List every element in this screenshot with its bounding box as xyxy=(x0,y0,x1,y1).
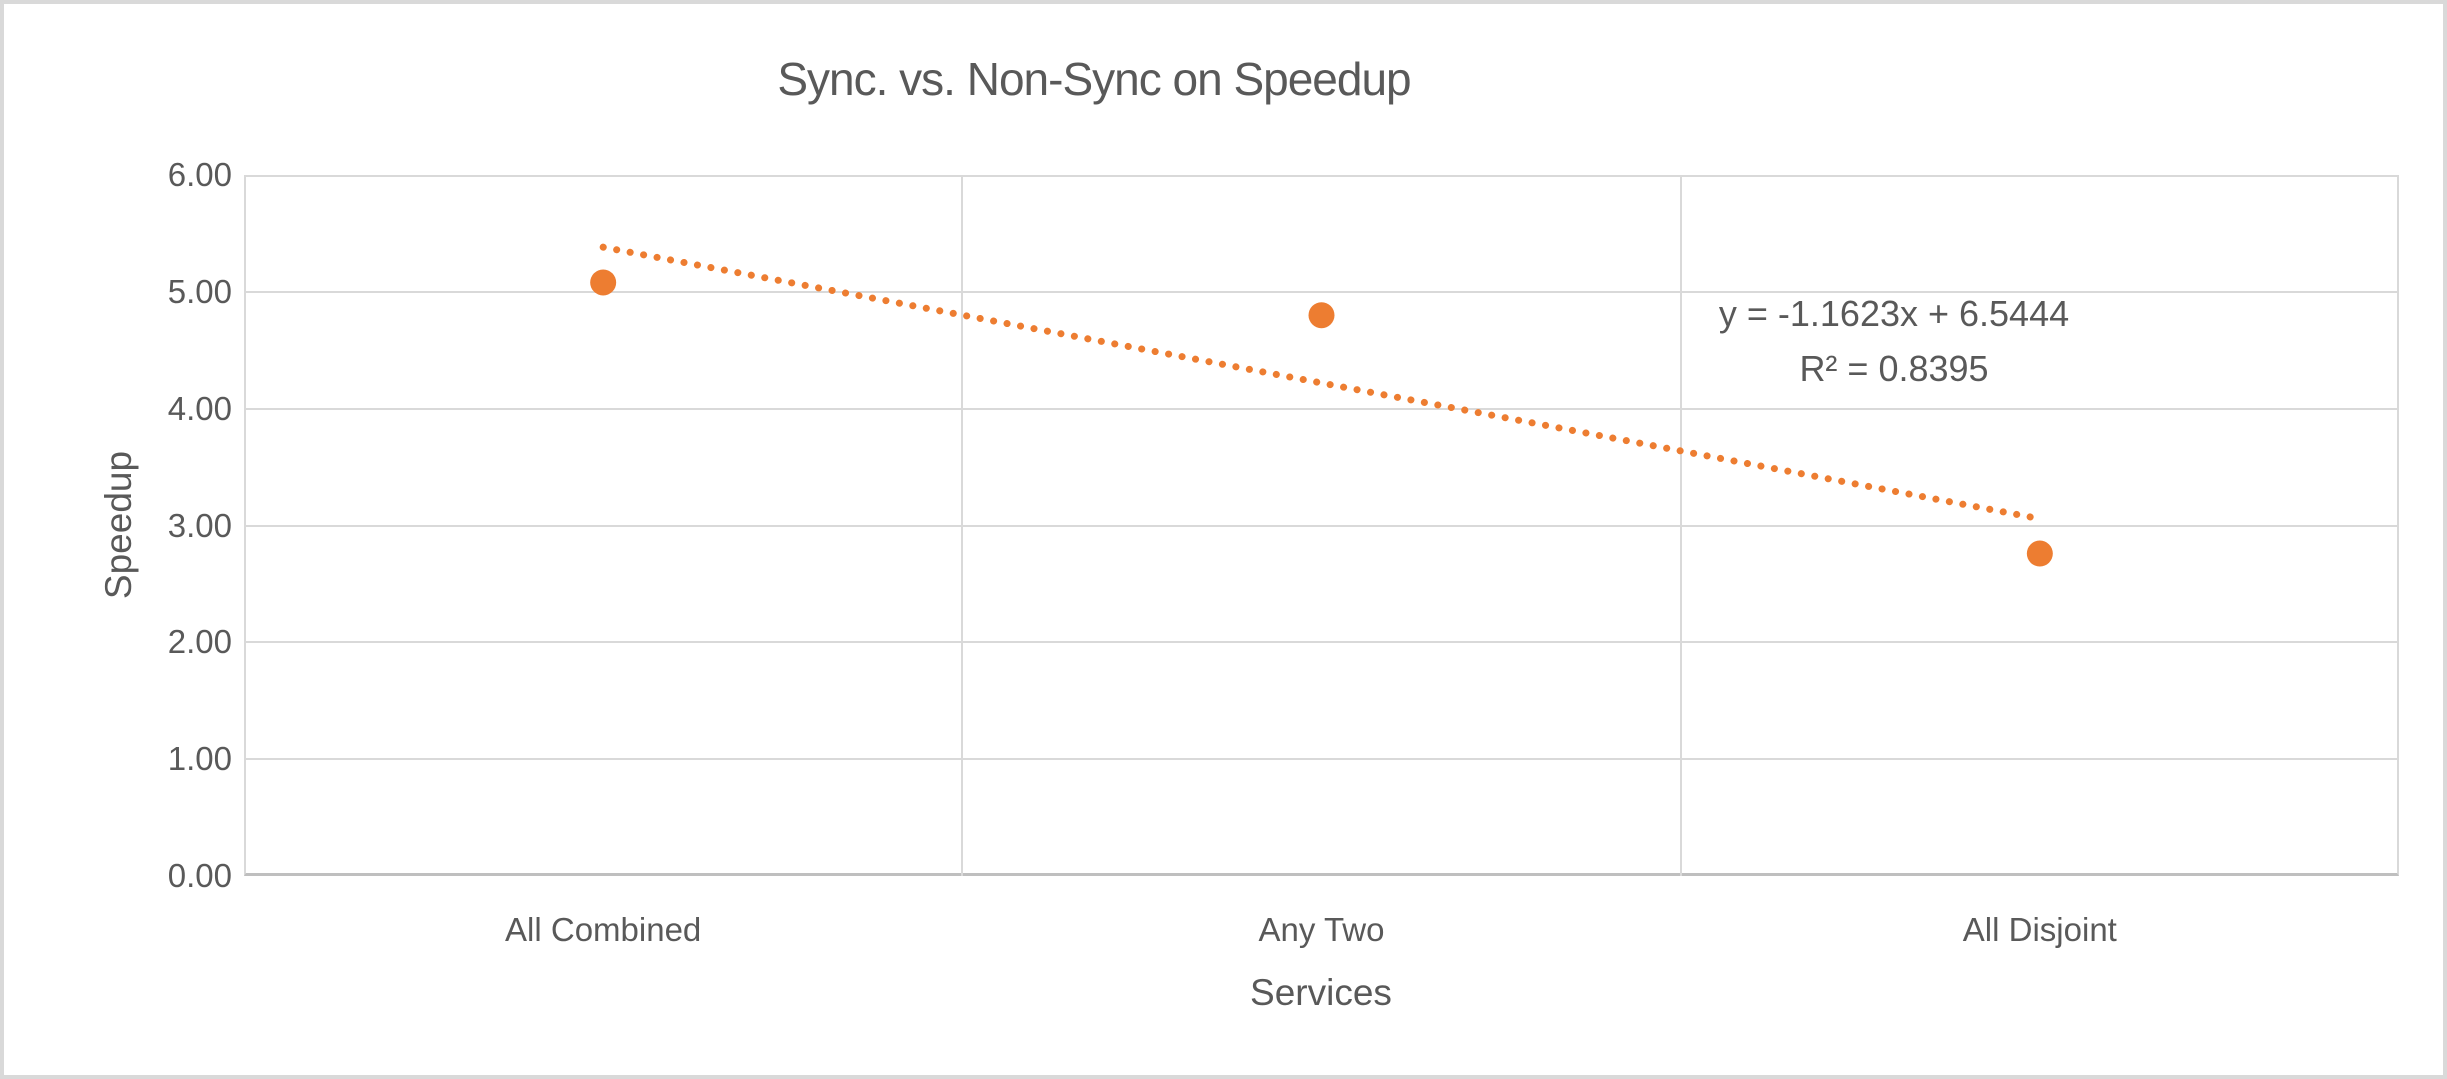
trendline-r-squared: R² = 0.8395 xyxy=(1799,348,1989,389)
trendline-equation-line: y = -1.1623x + 6.5444 xyxy=(1718,293,2070,334)
h-gridline xyxy=(244,758,2399,761)
trendline-equation: y = -1.1623x + 6.5444 R² = 0.8395 xyxy=(1544,286,2244,396)
h-gridline xyxy=(244,524,2399,527)
v-gridline xyxy=(1679,175,1682,876)
v-gridline xyxy=(961,175,964,876)
chart-title: Sync. vs. Non-Sync on Speedup xyxy=(777,53,1411,105)
y-tick-label: 5.00 xyxy=(167,272,232,310)
x-category-label: All Disjoint xyxy=(1962,911,2117,948)
x-category-label: All Combined xyxy=(505,911,702,948)
y-tick-label: 4.00 xyxy=(167,389,232,427)
x-category-label: Any Two xyxy=(1258,911,1385,948)
x-axis-title: Services xyxy=(1250,972,1392,1013)
h-gridline xyxy=(244,641,2399,644)
y-tick-label: 6.00 xyxy=(167,156,232,193)
y-tick-label: 2.00 xyxy=(167,623,232,661)
y-tick-label: 0.00 xyxy=(167,857,232,894)
y-tick-label: 3.00 xyxy=(167,506,232,544)
h-gridline xyxy=(244,407,2399,410)
y-tick-label: 1.00 xyxy=(167,740,232,778)
